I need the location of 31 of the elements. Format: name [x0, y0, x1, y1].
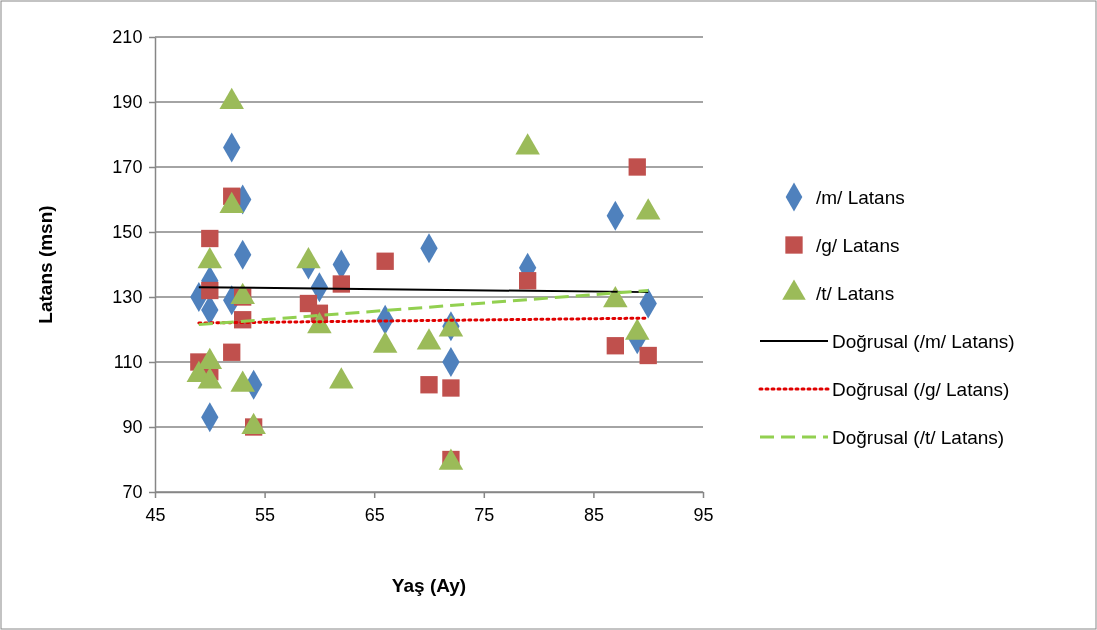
y-tick-label: 130: [112, 287, 143, 308]
x-tick-label: 45: [145, 504, 166, 525]
x-tick-label: 55: [255, 504, 276, 525]
point: [201, 229, 219, 248]
point: [442, 379, 460, 397]
point: [639, 346, 657, 365]
x-axis-title: Yaş (Ay): [391, 575, 467, 596]
y-tick-label: 90: [122, 417, 143, 438]
legend-label: Doğrusal (/m/ Latans): [832, 330, 1015, 352]
legend-label: Doğrusal (/t/ Latans): [832, 426, 1005, 448]
y-tick-label: 70: [122, 482, 143, 503]
y-tick-label: 150: [112, 222, 143, 243]
legend-label: Doğrusal (/g/ Latans): [832, 378, 1010, 400]
x-tick-label: 65: [364, 504, 385, 525]
point: [628, 158, 646, 176]
y-tick-label: 170: [112, 157, 143, 178]
x-tick-label: 85: [583, 504, 604, 525]
x-tick-label: 75: [474, 504, 495, 525]
legend-label: /m/ Latans: [816, 186, 905, 208]
y-axis-title: Latans (msn): [35, 205, 56, 324]
legend-label: /g/ Latans: [816, 234, 900, 256]
y-tick-label: 190: [112, 92, 143, 113]
point: [518, 272, 537, 290]
point: [420, 376, 438, 394]
point: [376, 252, 394, 270]
point: [606, 337, 624, 355]
legend-label: /t/ Latans: [816, 282, 895, 304]
y-tick-label: 210: [112, 27, 143, 48]
point: [223, 343, 241, 361]
x-tick-label: 95: [693, 504, 714, 525]
y-tick-label: 110: [113, 352, 143, 373]
